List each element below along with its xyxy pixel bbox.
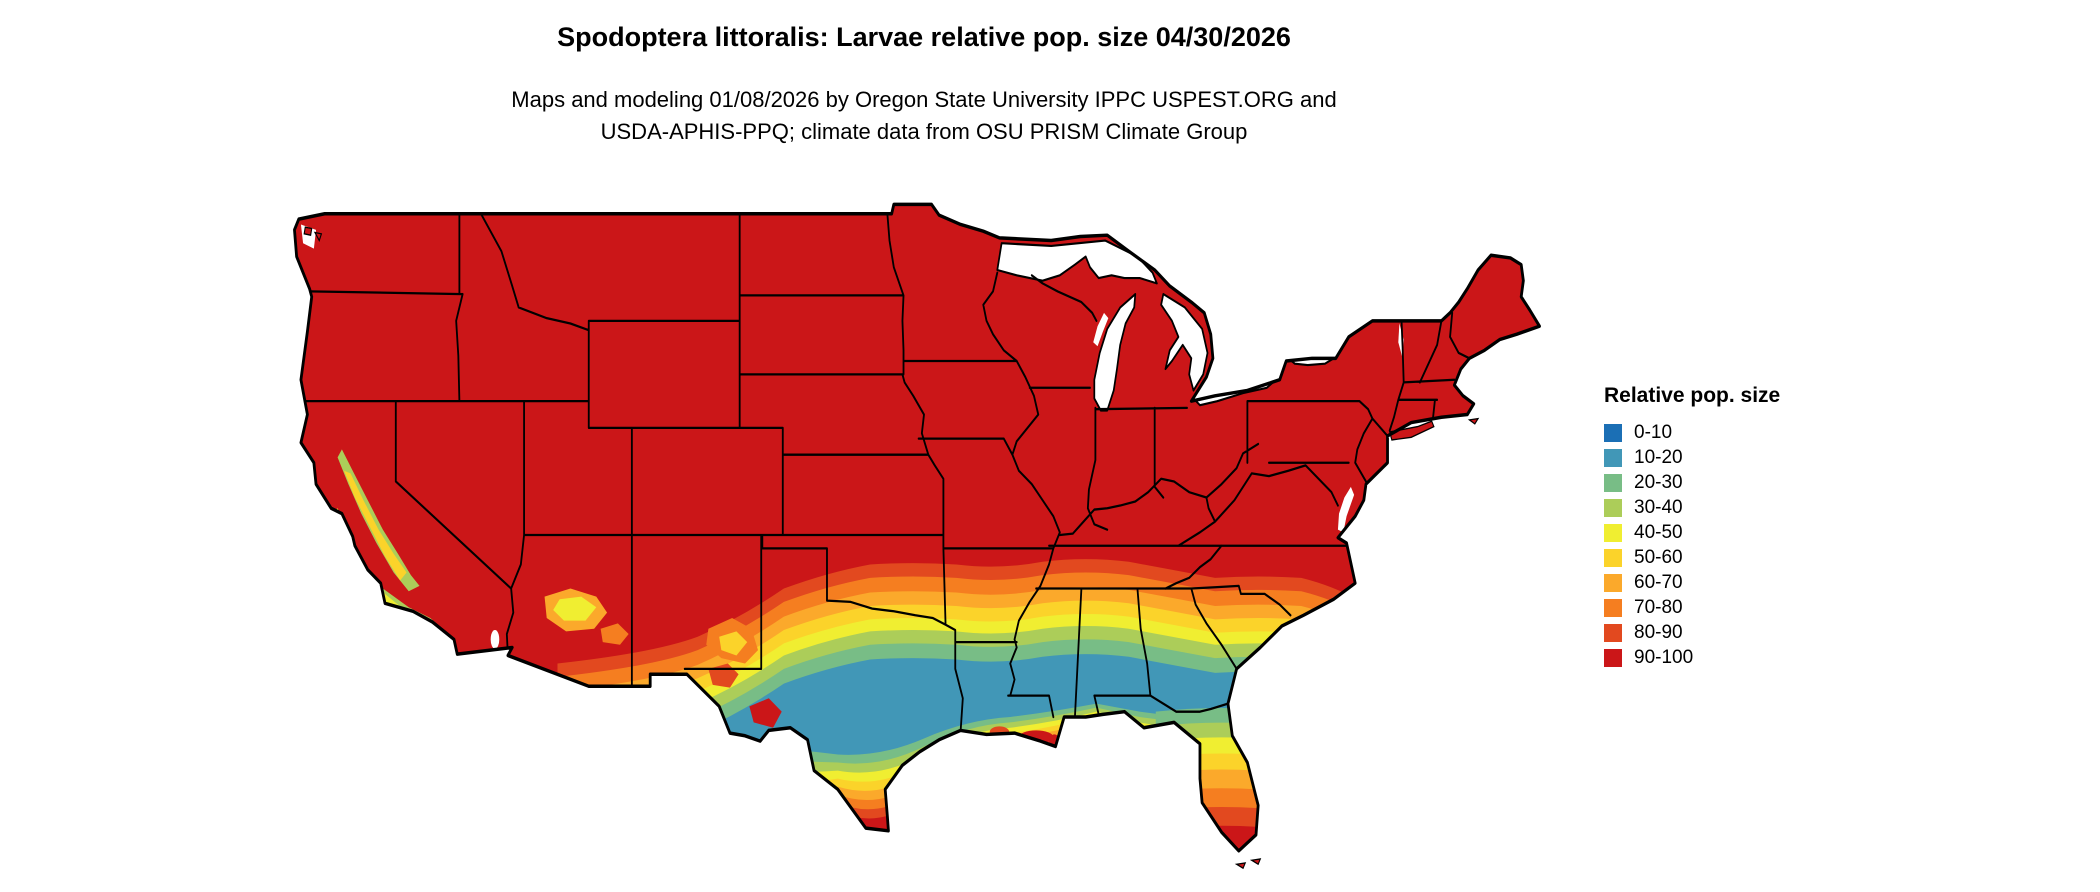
legend-item-label: 0-10 bbox=[1634, 421, 1673, 443]
marthas-vineyard bbox=[1467, 417, 1480, 425]
legend-item: 20-30 bbox=[1604, 470, 1780, 495]
legend: Relative pop. size 0-10 10-20 20-30 30-40 40… bbox=[1604, 384, 1780, 670]
legend-item: 10-20 bbox=[1604, 445, 1780, 470]
legend-item-label: 10-20 bbox=[1634, 446, 1683, 468]
legend-item: 60-70 bbox=[1604, 570, 1780, 595]
legend-swatch bbox=[1604, 498, 1622, 517]
page-title: Spodoptera littoralis: Larvae relative p… bbox=[0, 22, 1848, 53]
florida-keys bbox=[1234, 862, 1247, 870]
chesapeake-bay bbox=[1337, 486, 1355, 533]
legend-item: 40-50 bbox=[1604, 520, 1780, 545]
population-bands bbox=[294, 204, 1540, 851]
legend-swatch bbox=[1604, 648, 1622, 667]
state-borders bbox=[304, 212, 1471, 732]
legend-item-label: 30-40 bbox=[1634, 496, 1683, 518]
legend-item-label: 90-100 bbox=[1634, 646, 1694, 668]
legend-item: 90-100 bbox=[1604, 645, 1780, 670]
legend-items: 0-10 10-20 20-30 30-40 40-50 50-60 60-70 70-80 8… bbox=[1604, 420, 1780, 670]
legend-item-label: 60-70 bbox=[1634, 571, 1683, 593]
legend-swatch bbox=[1604, 448, 1622, 467]
lake-michigan bbox=[1093, 293, 1137, 412]
long-island bbox=[1388, 420, 1435, 441]
legend-item-label: 50-60 bbox=[1634, 546, 1683, 568]
us-map-svg bbox=[292, 202, 1542, 870]
legend-swatch bbox=[1604, 423, 1622, 442]
offshore-islands bbox=[1234, 417, 1480, 870]
legend-item: 80-90 bbox=[1604, 620, 1780, 645]
legend-item-label: 70-80 bbox=[1634, 596, 1683, 618]
legend-swatch bbox=[1604, 523, 1622, 542]
lake-huron bbox=[1160, 293, 1209, 392]
florida-keys bbox=[1249, 858, 1262, 866]
legend-item-label: 20-30 bbox=[1634, 471, 1683, 493]
legend-item: 0-10 bbox=[1604, 420, 1780, 445]
map-subtitle-line1: Maps and modeling 01/08/2026 by Oregon S… bbox=[511, 87, 1337, 112]
legend-swatch bbox=[1604, 573, 1622, 592]
legend-item: 70-80 bbox=[1604, 595, 1780, 620]
map-title: Spodoptera littoralis: Larvae relative p… bbox=[557, 22, 1291, 52]
legend-item-label: 40-50 bbox=[1634, 521, 1683, 543]
green-bay bbox=[1093, 312, 1109, 347]
us-map bbox=[288, 187, 1560, 883]
legend-swatch bbox=[1604, 598, 1622, 617]
legend-swatch bbox=[1604, 623, 1622, 642]
legend-item-label: 80-90 bbox=[1634, 621, 1683, 643]
legend-swatch bbox=[1604, 473, 1622, 492]
map-subtitle: Maps and modeling 01/08/2026 by Oregon S… bbox=[0, 84, 1848, 148]
legend-item: 50-60 bbox=[1604, 545, 1780, 570]
legend-title: Relative pop. size bbox=[1604, 384, 1781, 407]
legend-item: 30-40 bbox=[1604, 495, 1780, 520]
map-subtitle-line2: USDA-APHIS-PPQ; climate data from OSU PR… bbox=[600, 119, 1248, 144]
legend-swatch bbox=[1604, 548, 1622, 567]
